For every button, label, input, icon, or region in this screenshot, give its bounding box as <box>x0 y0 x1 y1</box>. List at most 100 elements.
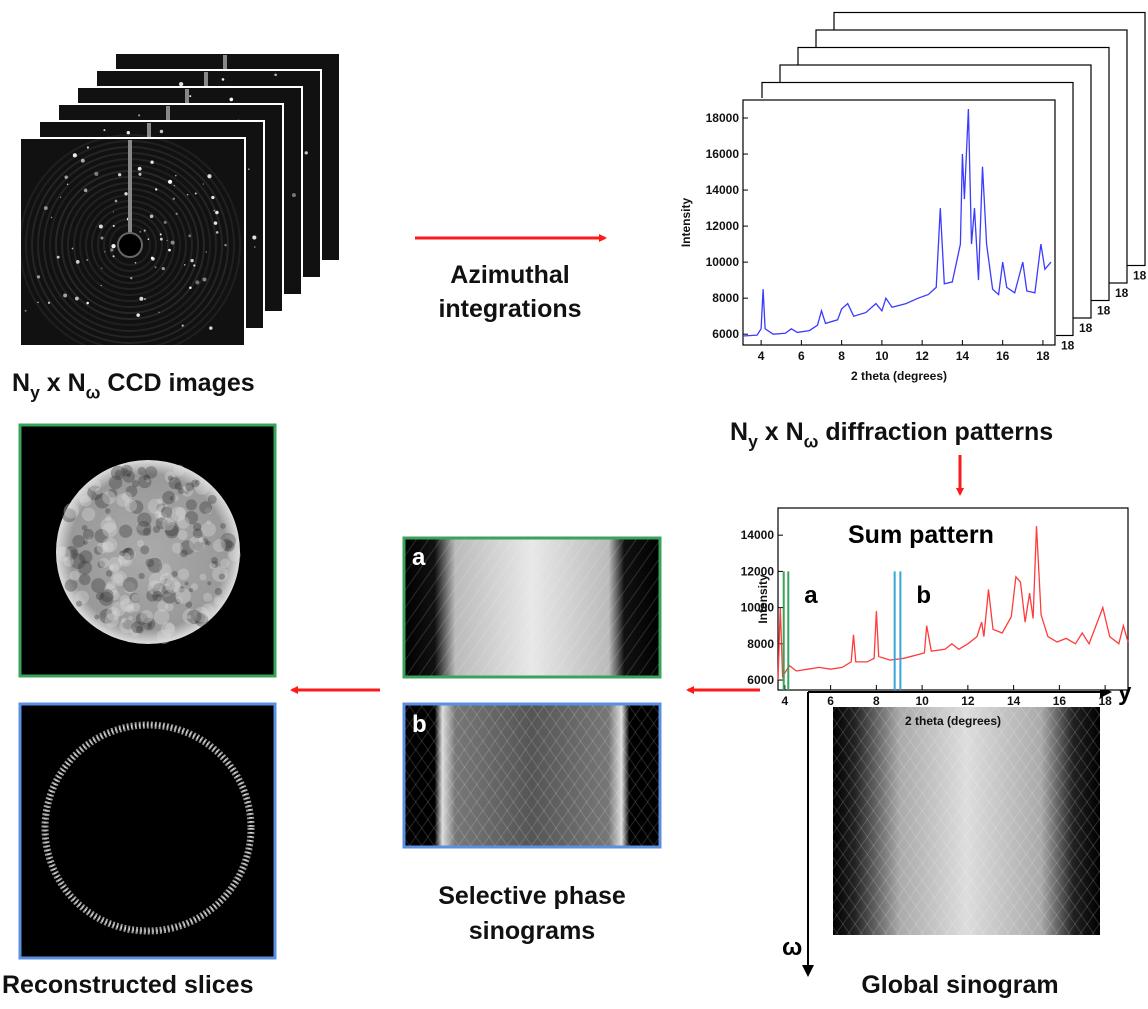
ccd-spot <box>168 249 171 252</box>
slice-texture-spot <box>78 561 92 575</box>
caption: Ny x Nω CCD images <box>12 369 255 403</box>
ccd-spot <box>138 167 142 171</box>
y-tick-label: 8000 <box>712 291 739 305</box>
slice-texture-spot <box>83 529 94 540</box>
slice-texture-spot <box>185 482 194 491</box>
ccd-spot <box>193 264 195 266</box>
plot-title: Sum pattern <box>848 521 994 549</box>
ccd-spot <box>86 259 88 261</box>
slice-texture-spot <box>177 530 187 540</box>
slice-texture-spot <box>174 465 185 476</box>
ccd-spot <box>113 225 115 227</box>
slice-texture-spot <box>215 588 222 595</box>
ccd-spot <box>224 244 226 246</box>
ccd-spot <box>138 173 141 176</box>
caption-part: N <box>730 418 748 446</box>
y-tick-label: 12000 <box>706 219 740 233</box>
ccd-spot <box>72 248 74 250</box>
sinogram-texture <box>404 704 660 847</box>
ccd-spot <box>158 312 160 314</box>
x-tick-label: 18 <box>1098 694 1112 708</box>
slice-texture-spot <box>201 604 214 617</box>
x-axis-label: 2 theta (degrees) <box>905 714 1001 728</box>
y-tick-label: 8000 <box>747 637 774 651</box>
caption-part: CCD images <box>100 369 254 397</box>
caption-part: N <box>12 369 30 397</box>
slice-texture-spot <box>207 581 211 585</box>
slice-texture-spot <box>178 568 190 580</box>
ccd-spot <box>151 257 154 260</box>
ccd-spot <box>211 196 214 199</box>
ccd-spot <box>248 169 249 170</box>
step-label: Azimuthal <box>450 261 569 289</box>
slice-texture-spot <box>80 495 92 507</box>
slice-texture-spot <box>123 577 138 592</box>
slice-texture-spot <box>185 581 189 585</box>
ccd-spot <box>44 206 48 210</box>
ccd-spot <box>179 82 183 86</box>
ccd-spot <box>104 251 105 252</box>
y-tick-label: 6000 <box>747 673 774 687</box>
ccd-spot <box>127 131 130 134</box>
x-axis-label: 2 theta (degrees) <box>851 369 947 383</box>
ccd-spot <box>209 326 212 329</box>
slice-texture-spot <box>79 574 90 585</box>
slice-texture-spot <box>140 610 153 623</box>
back-frame-tick-label: 18 <box>1079 321 1093 335</box>
ccd-spot <box>67 184 68 185</box>
slice-texture-spot <box>109 565 114 570</box>
ccd-spot <box>99 225 103 229</box>
ccd-spot <box>174 185 175 186</box>
panel-label: b <box>412 711 427 738</box>
ccd-spot <box>195 192 197 194</box>
axis-label: ω <box>782 934 802 961</box>
slice-texture-spot <box>116 494 129 507</box>
slice-texture-spot <box>211 557 218 564</box>
slice-texture-spot <box>162 491 175 504</box>
ccd-spot <box>292 193 296 197</box>
ccd-spot <box>155 266 157 268</box>
ccd-spot <box>229 98 233 102</box>
ccd-spot <box>148 238 150 240</box>
slice-texture-spot <box>203 593 212 602</box>
sinogram-caption: Selective phase <box>438 882 626 910</box>
ccd-spot <box>118 173 121 176</box>
slice-texture-spot <box>143 474 150 481</box>
slice-texture-spot <box>126 473 130 477</box>
ccd-spot <box>48 302 50 304</box>
back-frame-tick-label: 18 <box>1061 339 1075 353</box>
panel-label: a <box>412 544 426 571</box>
slice-texture-spot <box>71 549 77 555</box>
phase-marker-label: b <box>916 582 931 609</box>
ccd-spot <box>206 251 207 252</box>
y-tick-label: 18000 <box>706 111 740 125</box>
slice-caption: Reconstructed slices <box>2 971 254 999</box>
slice-texture-spot <box>154 609 169 624</box>
slice-texture-spot <box>96 592 104 600</box>
step-label: integrations <box>438 295 581 323</box>
ccd-spot <box>94 172 98 176</box>
ccd-spot <box>203 183 204 184</box>
ccd-spot <box>144 298 146 300</box>
slice-texture-spot <box>186 499 197 510</box>
slice-texture-spot <box>89 479 101 491</box>
ccd-spot <box>139 297 143 301</box>
ccd-spot <box>222 78 225 81</box>
slice-texture-spot <box>219 574 225 580</box>
ccd-spot <box>37 302 38 303</box>
slice-texture-spot <box>174 482 182 490</box>
slice-texture-spot <box>140 545 149 554</box>
slice-texture-spot <box>152 591 163 602</box>
ccd-spot <box>84 189 88 193</box>
slice-texture-spot <box>177 516 190 529</box>
back-frame-tick-label: 18 <box>1115 286 1129 300</box>
ccd-spot <box>160 238 163 241</box>
sinogram-caption: sinograms <box>469 917 595 945</box>
x-tick-label: 6 <box>827 694 834 708</box>
slice-texture-spot <box>213 539 226 552</box>
slice-texture-spot <box>119 550 125 556</box>
x-tick-label: 18 <box>1036 349 1050 363</box>
slice-image <box>20 704 275 958</box>
ccd-spot <box>164 221 167 224</box>
slice-texture-spot <box>65 579 78 592</box>
